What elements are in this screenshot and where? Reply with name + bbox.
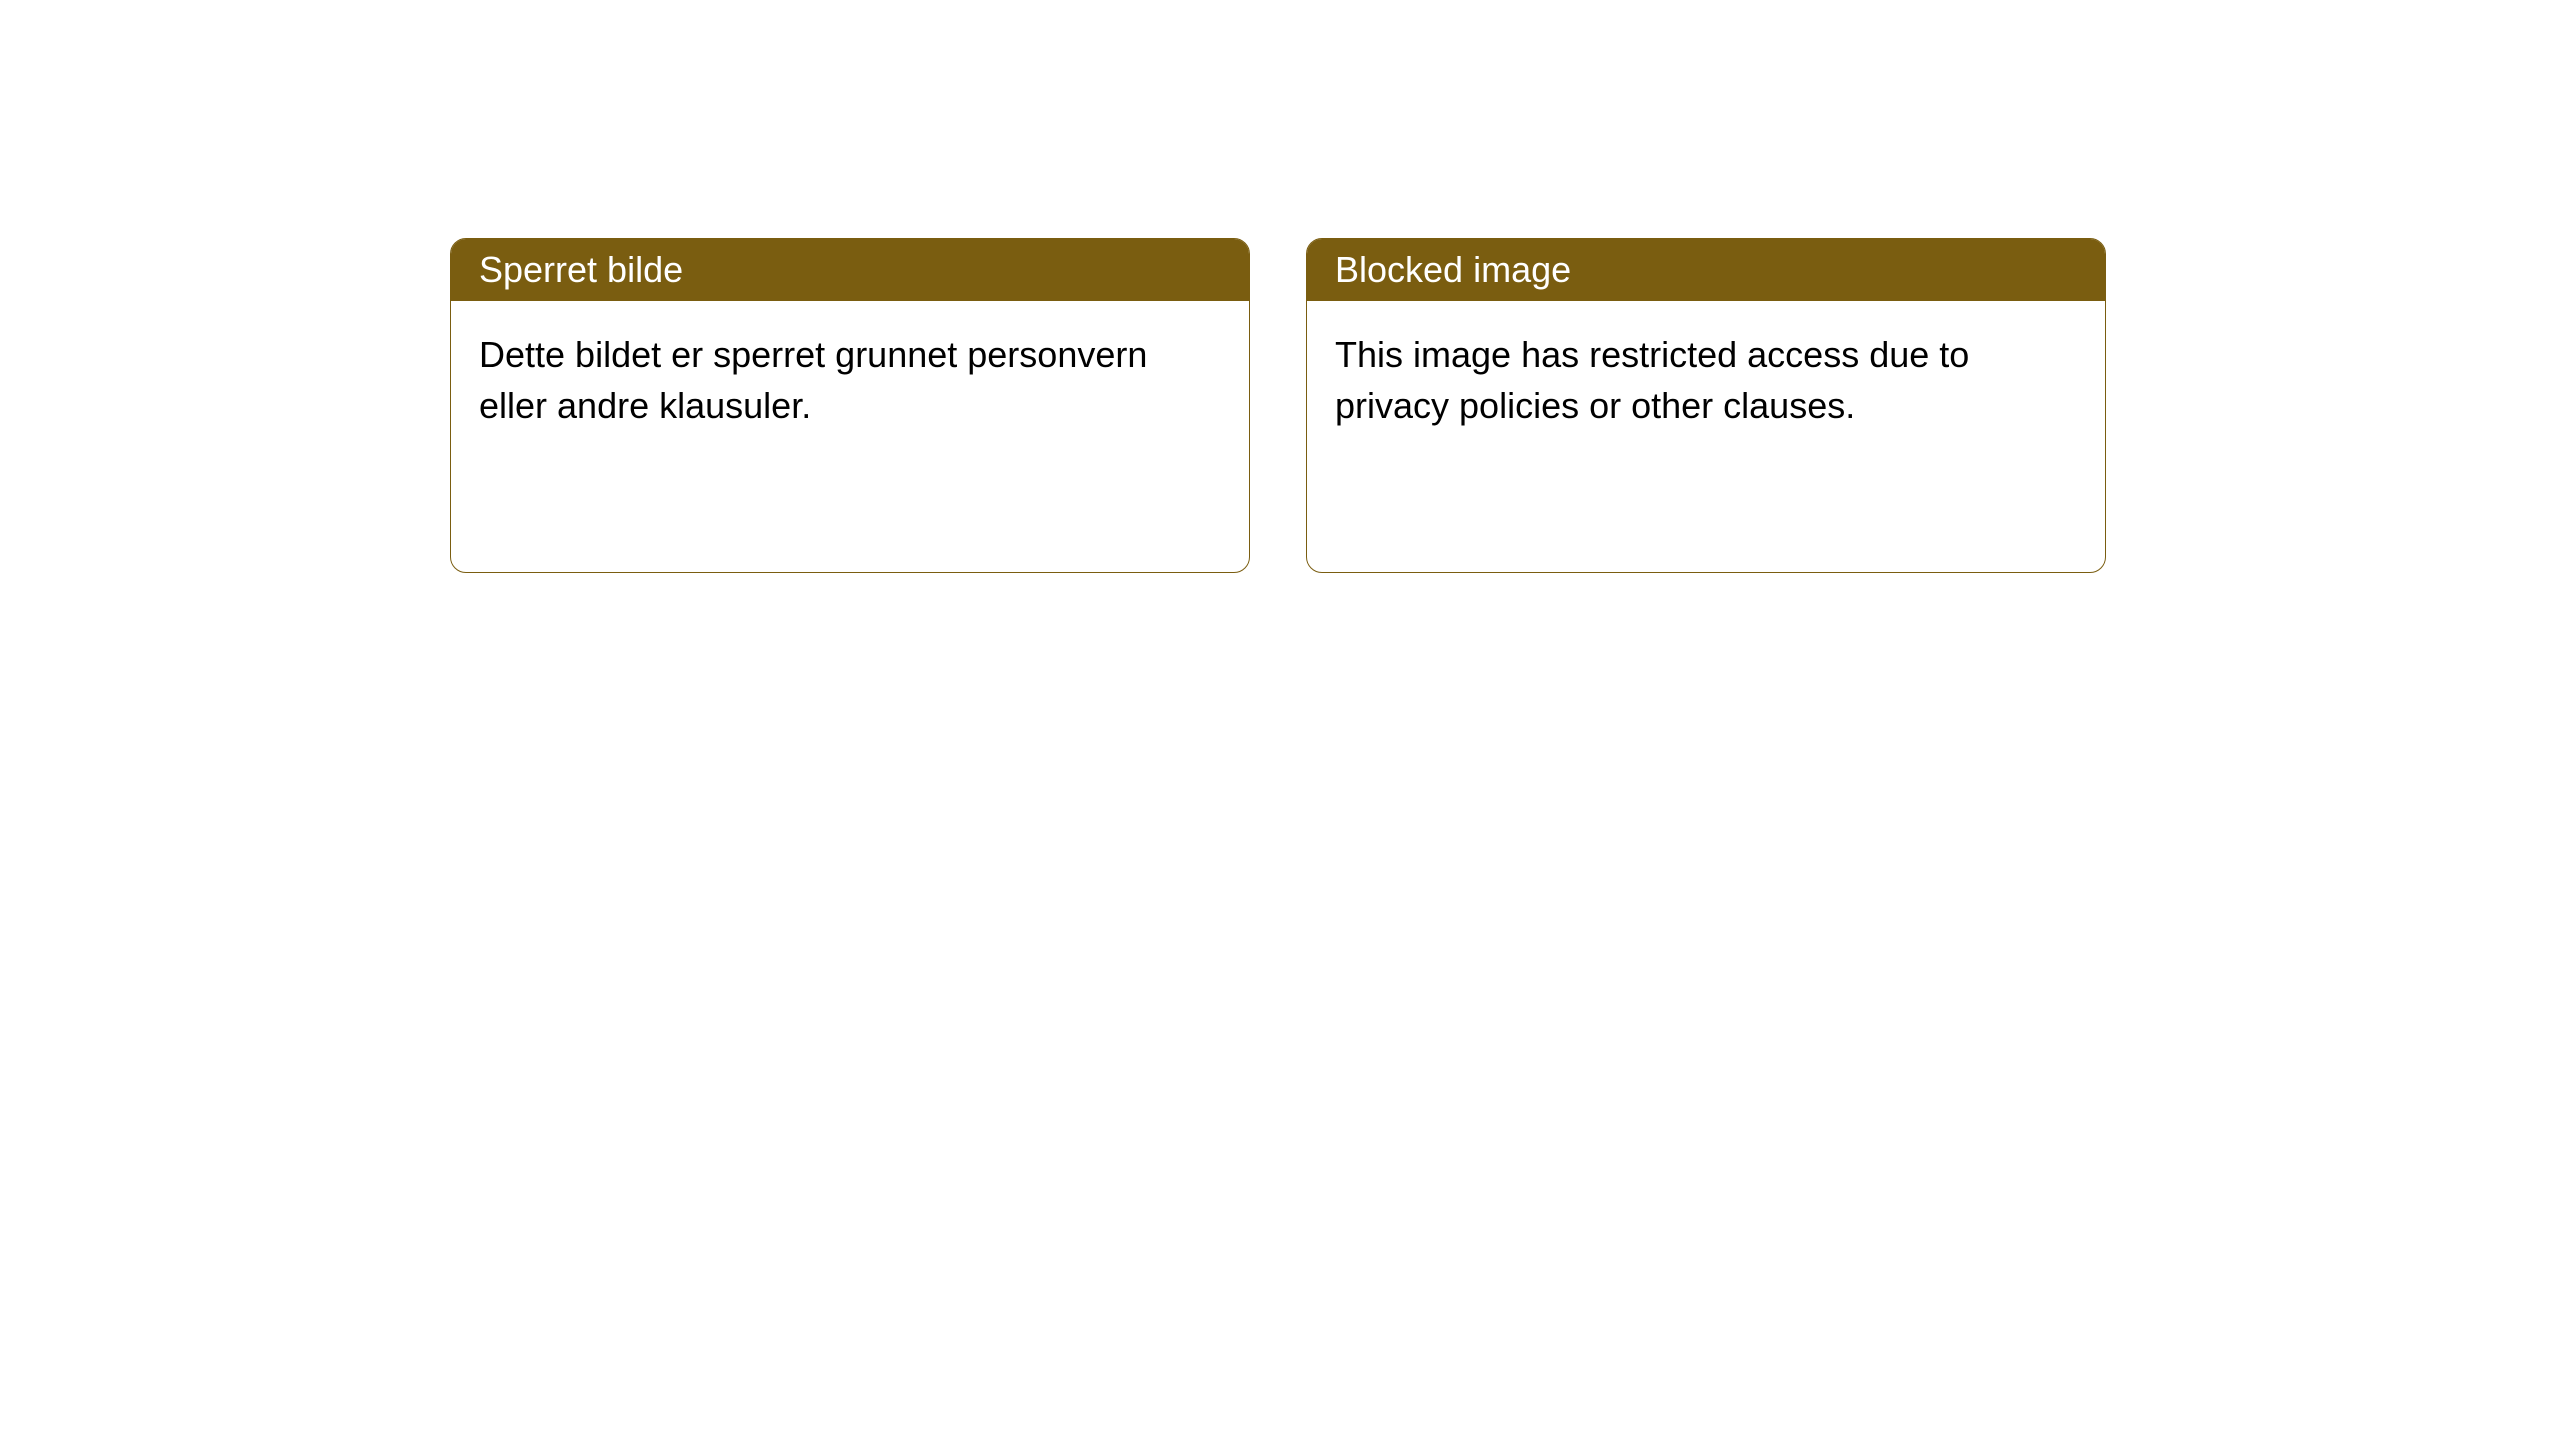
notice-container: Sperret bilde Dette bildet er sperret gr… [0, 0, 2560, 573]
notice-title-norwegian: Sperret bilde [479, 249, 683, 290]
notice-body-norwegian: Dette bildet er sperret grunnet personve… [451, 301, 1249, 459]
notice-header-english: Blocked image [1307, 239, 2105, 301]
notice-card-english: Blocked image This image has restricted … [1306, 238, 2106, 573]
notice-title-english: Blocked image [1335, 249, 1571, 290]
notice-body-english: This image has restricted access due to … [1307, 301, 2105, 459]
notice-header-norwegian: Sperret bilde [451, 239, 1249, 301]
notice-card-norwegian: Sperret bilde Dette bildet er sperret gr… [450, 238, 1250, 573]
notice-text-english: This image has restricted access due to … [1335, 334, 1969, 426]
notice-text-norwegian: Dette bildet er sperret grunnet personve… [479, 334, 1147, 426]
